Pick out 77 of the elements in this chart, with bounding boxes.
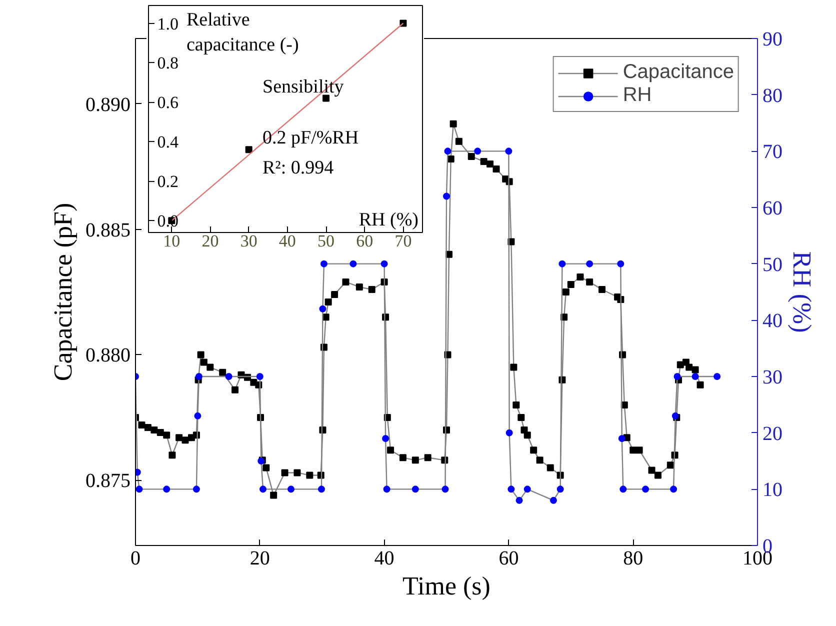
y2-tick-label: 80 xyxy=(762,84,782,107)
x-tick-label: 0 xyxy=(130,548,140,570)
point xyxy=(505,148,512,155)
y-tick-label: 0.885 xyxy=(86,219,130,242)
point xyxy=(558,260,566,268)
x-tick-label: 30 xyxy=(240,232,258,250)
y-tick-label: 1.0 xyxy=(157,14,178,34)
x-tick-label: 80 xyxy=(623,548,644,570)
y-tick-label: 0.2 xyxy=(157,172,178,192)
point xyxy=(256,373,264,380)
point xyxy=(556,486,564,493)
y2-tick-label: 50 xyxy=(762,254,782,276)
point xyxy=(586,260,594,268)
point xyxy=(163,486,170,493)
legend-label: RH xyxy=(622,84,652,107)
y2-tick-label: 90 xyxy=(762,28,782,50)
point xyxy=(195,373,202,380)
x-tick-label: 50 xyxy=(318,232,335,250)
y2-tick-label: 30 xyxy=(762,366,782,388)
point xyxy=(136,486,143,493)
x-axis-title: RH (%) xyxy=(358,210,419,230)
point xyxy=(194,412,202,420)
y-axis-title: Relative capacitance (-) xyxy=(186,10,299,56)
point xyxy=(192,486,200,493)
y-axis-title: Capacitance (pF) xyxy=(48,202,78,382)
y2-tick-label: 40 xyxy=(762,310,782,332)
point xyxy=(506,429,513,436)
x-tick-label: 40 xyxy=(374,548,394,570)
point xyxy=(319,305,326,312)
point xyxy=(350,260,357,268)
y-tick-label: 0.8 xyxy=(157,54,178,73)
point xyxy=(245,146,252,154)
point xyxy=(670,486,678,493)
point xyxy=(550,496,557,504)
annotation: R²: 0.994 xyxy=(262,158,334,178)
point xyxy=(692,373,699,380)
y2-tick-label: 10 xyxy=(762,479,782,502)
x-tick-label: 70 xyxy=(394,232,412,250)
point xyxy=(288,486,294,493)
y-tick-label: 0.890 xyxy=(86,94,130,116)
x-tick-label: 60 xyxy=(498,548,519,570)
y2-tick-label: 70 xyxy=(762,141,782,164)
point xyxy=(474,148,482,155)
x-tick-label: 10 xyxy=(163,232,180,250)
point xyxy=(260,486,267,493)
y2-tick-label: 60 xyxy=(762,198,782,220)
y-tick-label: 0.4 xyxy=(157,132,179,152)
point xyxy=(444,148,452,155)
point xyxy=(516,496,523,504)
point xyxy=(617,260,624,268)
point xyxy=(642,486,650,493)
point xyxy=(225,373,232,380)
point xyxy=(620,486,627,493)
y-tick-label: 0.880 xyxy=(86,344,130,367)
legend-label: Capacitance xyxy=(622,61,734,84)
point xyxy=(674,373,681,380)
point xyxy=(508,486,515,493)
point xyxy=(524,486,531,493)
point xyxy=(443,192,450,200)
point xyxy=(320,260,328,268)
point xyxy=(382,434,390,442)
point xyxy=(412,486,419,493)
point xyxy=(380,260,388,268)
x-axis-title: Time (s) xyxy=(402,572,490,600)
point xyxy=(318,486,325,493)
x-tick-label: 20 xyxy=(202,232,219,250)
y2-tick-label: 20 xyxy=(762,422,782,445)
point xyxy=(383,486,390,493)
x-tick-label: 60 xyxy=(356,232,374,250)
y2-axis-title: RH (%) xyxy=(788,251,816,333)
x-tick-label: 20 xyxy=(250,548,270,570)
point xyxy=(442,486,449,493)
y-tick-label: 0.875 xyxy=(86,470,130,492)
point xyxy=(714,373,721,380)
x-tick-label: 40 xyxy=(278,232,296,250)
point xyxy=(618,434,626,442)
y-tick-label: 0.6 xyxy=(157,93,178,112)
